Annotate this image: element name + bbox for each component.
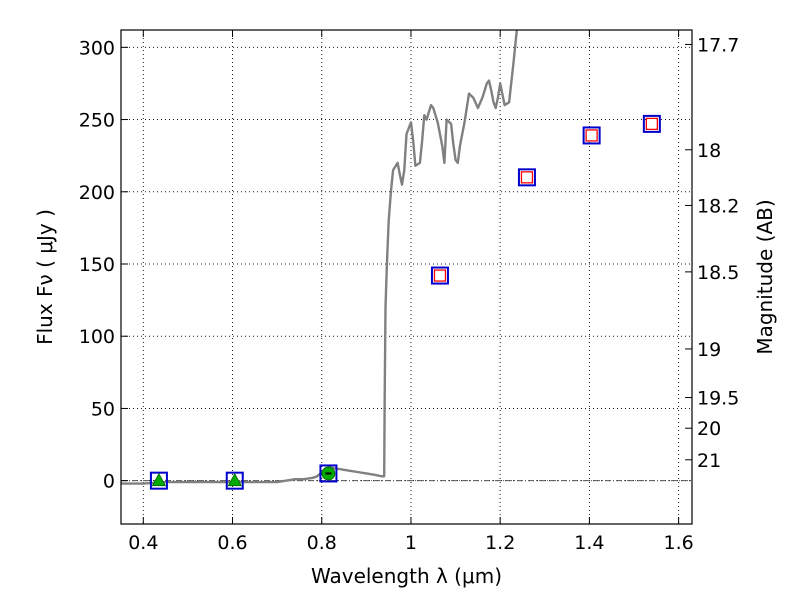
triangle-marker: [151, 472, 167, 487]
y-tick-label: 200: [79, 182, 115, 204]
y-axis-left: 0 50 100 150 200 250 300: [79, 37, 128, 493]
y-tick-label: 150: [79, 254, 115, 276]
y-tick-label: 250: [79, 110, 115, 132]
y-tick-label: 50: [91, 398, 115, 420]
photometry-markers: [149, 114, 661, 490]
x-tick-label: 1.6: [664, 532, 694, 554]
y2-tick-label: 19.5: [697, 388, 739, 410]
y2-axis-title: Magnitude (AB): [753, 199, 777, 354]
x-tick-label: 0.8: [307, 532, 337, 554]
plot-frame: [120, 29, 693, 525]
photometry-square-marker: [225, 471, 244, 490]
y2-tick-label: 18: [697, 140, 721, 162]
x-tick-label: 0.4: [128, 532, 158, 554]
y2-tick-label: 17.7: [697, 34, 739, 56]
photometry-square-marker: [149, 471, 168, 490]
y-axis-right: 17.7 18 18.2 18.5 19 19.5 20 21: [685, 34, 739, 472]
photometry-square-marker: [582, 126, 601, 145]
photometry-square-marker: [517, 168, 536, 187]
model-square-marker: [433, 269, 447, 282]
grid-lines: [121, 30, 692, 524]
y2-tick-label: 18.2: [697, 195, 739, 217]
x-tick-label: 0.6: [217, 532, 247, 554]
photometry-square-marker: [430, 266, 449, 285]
y-tick-label: 300: [79, 37, 115, 59]
x-axis: 0.4 0.6 0.8 1 1.2 1.4 1.6: [128, 30, 694, 554]
x-tick-label: 1.2: [485, 532, 515, 554]
model-spectrum-line: [121, 30, 519, 485]
y-tick-label: 0: [103, 471, 115, 493]
y-axis-title: Flux Fν ( μJy ): [33, 209, 57, 345]
photometry-square-marker: [319, 464, 338, 483]
y2-tick-label: 20: [697, 418, 721, 440]
triangle-marker: [227, 472, 242, 487]
model-square-marker: [585, 129, 598, 142]
y2-tick-label: 18.5: [697, 262, 739, 284]
x-tick-label: 1: [405, 532, 417, 554]
model-spectrum-layer: [121, 30, 519, 485]
photometry-square-marker: [642, 114, 661, 133]
x-tick-label: 1.4: [574, 532, 604, 554]
x-axis-title: Wavelength λ (μm): [311, 564, 502, 588]
y2-tick-label: 21: [697, 450, 721, 472]
model-square-marker: [520, 171, 534, 184]
y-tick-label: 100: [79, 326, 115, 348]
y2-tick-label: 19: [697, 339, 721, 361]
model-square-marker: [645, 117, 659, 131]
